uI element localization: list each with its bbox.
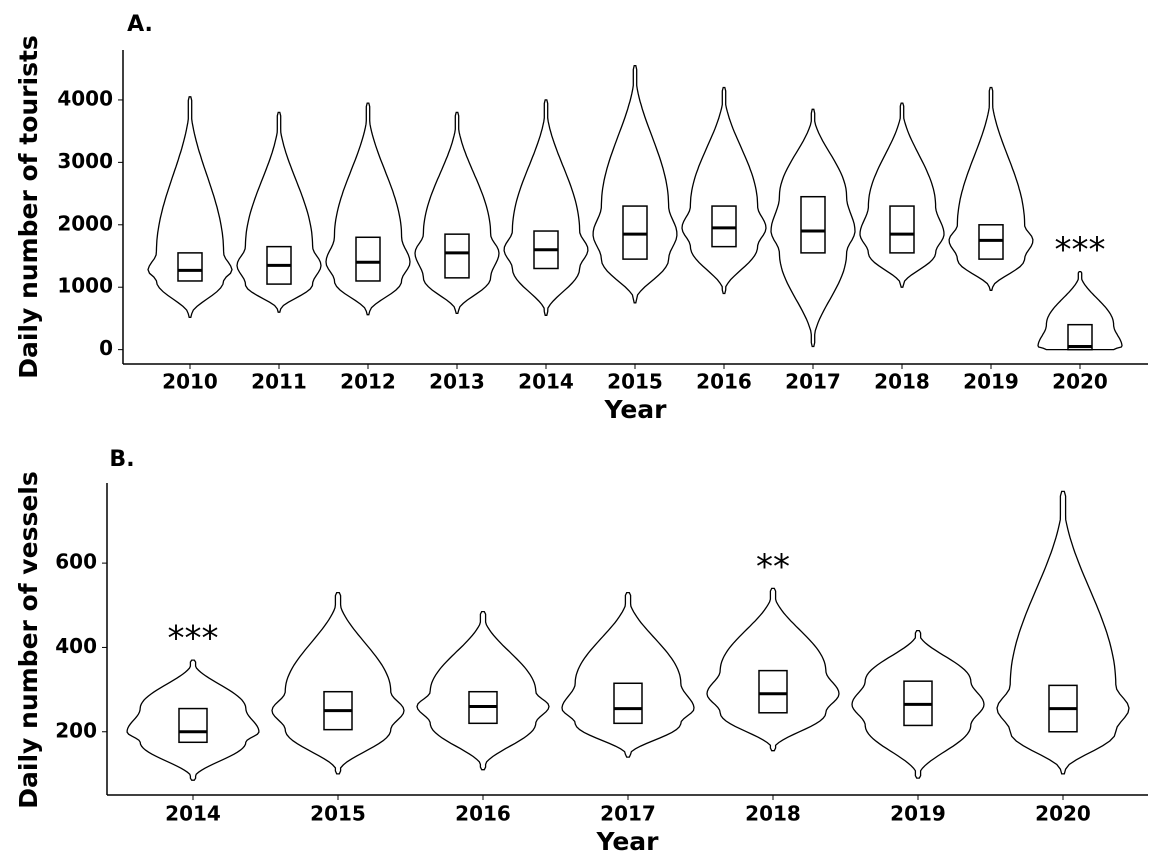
x-tick-label: 2010	[162, 370, 218, 394]
x-tick-label: 2019	[963, 370, 1019, 394]
x-tick-label: 2018	[874, 370, 930, 394]
violin	[147, 96, 233, 319]
box	[800, 195, 826, 254]
x-tick-label: 2011	[251, 370, 307, 394]
violin	[948, 86, 1034, 291]
box	[613, 682, 643, 725]
violin	[1037, 270, 1123, 351]
y-axis-title: Daily number of tourists	[14, 35, 43, 379]
y-tick-label: 3000	[57, 149, 113, 173]
x-tick-label: 2016	[455, 802, 511, 826]
violin	[859, 102, 945, 288]
x-tick-label: 2016	[696, 370, 752, 394]
y-tick-label: 0	[99, 336, 113, 360]
violin	[681, 86, 767, 295]
y-tick-label: 1000	[57, 274, 113, 298]
violin	[271, 591, 405, 775]
x-tick-label: 2014	[518, 370, 574, 394]
violin	[770, 108, 856, 348]
x-tick-label: 2018	[745, 802, 801, 826]
y-tick-label: 200	[55, 718, 97, 742]
significance-label: ***	[1055, 230, 1106, 270]
box	[711, 205, 737, 248]
x-tick-label: 2015	[607, 370, 663, 394]
box	[622, 205, 648, 260]
violin	[325, 102, 411, 316]
x-tick-label: 2013	[429, 370, 485, 394]
y-tick-label: 2000	[57, 211, 113, 235]
significance-label: ***	[168, 619, 219, 659]
x-axis-title: Year	[596, 827, 660, 855]
violin	[503, 99, 589, 316]
violin	[592, 64, 678, 304]
x-tick-label: 2017	[785, 370, 841, 394]
x-tick-label: 2020	[1035, 802, 1091, 826]
x-axis-title: Year	[604, 395, 668, 424]
significance-label: **	[756, 547, 790, 587]
x-tick-label: 2012	[340, 370, 396, 394]
y-tick-label: 400	[55, 634, 97, 658]
x-tick-label: 2017	[600, 802, 656, 826]
violin	[236, 111, 322, 313]
violin	[416, 610, 550, 771]
box	[758, 669, 788, 714]
box	[889, 205, 915, 254]
panel-label: B.	[109, 447, 134, 472]
box	[1067, 323, 1093, 351]
x-tick-label: 2014	[165, 802, 221, 826]
x-tick-label: 2019	[890, 802, 946, 826]
box	[444, 233, 470, 279]
y-tick-label: 4000	[57, 86, 113, 110]
box	[177, 252, 203, 282]
violin	[996, 490, 1130, 775]
violin	[561, 591, 695, 758]
violin	[126, 659, 260, 781]
y-axis-title: Daily number of vessels	[14, 471, 43, 808]
x-tick-label: 2015	[310, 802, 366, 826]
violin	[706, 587, 840, 752]
panel-label: A.	[127, 12, 153, 37]
x-tick-label: 2020	[1052, 370, 1108, 394]
box	[178, 707, 208, 744]
y-tick-label: 600	[55, 550, 97, 574]
violin	[414, 111, 500, 315]
box	[978, 224, 1004, 260]
box	[355, 236, 381, 282]
